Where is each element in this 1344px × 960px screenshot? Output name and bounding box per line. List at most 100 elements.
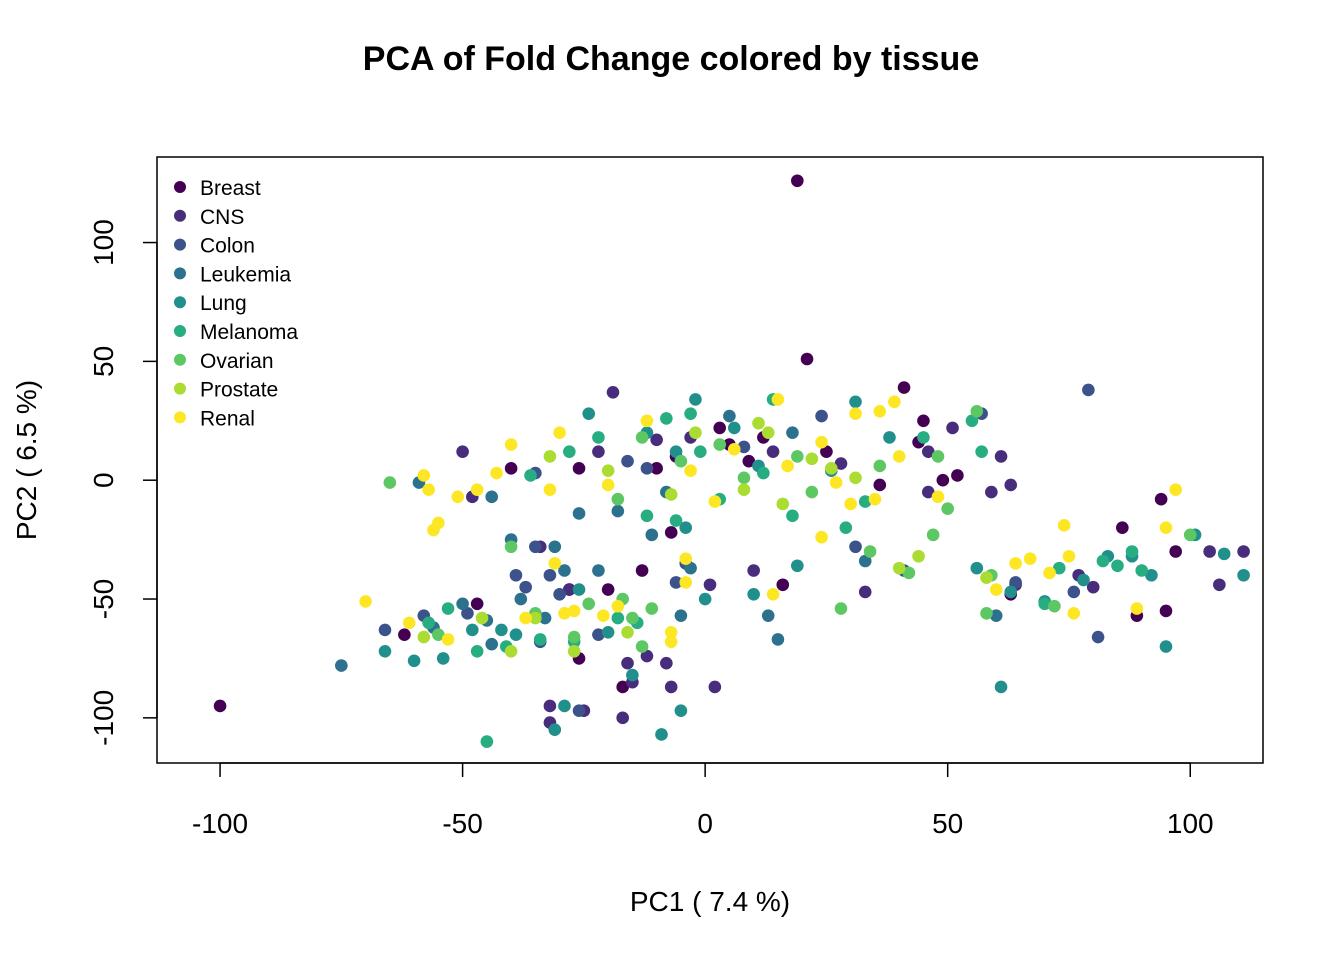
point-melanoma (422, 616, 435, 630)
point-prostate (912, 549, 925, 563)
point-renal (679, 552, 693, 565)
point-melanoma (669, 514, 683, 527)
point-cns (563, 583, 576, 596)
point-cns (606, 385, 620, 399)
point-breast (664, 526, 678, 539)
point-leukemia (592, 564, 605, 577)
point-ovarian (1048, 599, 1061, 613)
point-melanoma (524, 469, 537, 482)
point-renal (727, 443, 741, 456)
point-breast (650, 462, 663, 475)
point-melanoma (470, 645, 484, 658)
point-lung (679, 521, 693, 535)
point-renal (829, 476, 843, 489)
point-renal (558, 606, 571, 620)
point-cns (592, 445, 605, 458)
point-renal (708, 495, 722, 508)
point-renal (417, 469, 431, 482)
point-lung (572, 583, 586, 596)
point-lung (558, 699, 571, 713)
point-melanoma (640, 509, 654, 523)
point-prostate (504, 645, 518, 658)
legend-marker-prostate (174, 382, 186, 395)
point-renal (888, 395, 901, 409)
point-melanoma (1038, 597, 1052, 611)
point-ovarian (791, 450, 804, 463)
point-leukemia (485, 637, 499, 651)
point-renal (441, 633, 455, 646)
point-cns (921, 485, 935, 499)
point-renal (553, 426, 566, 439)
point-breast (616, 680, 629, 694)
point-breast (936, 473, 950, 487)
point-renal (684, 464, 697, 477)
point-cns (1004, 478, 1018, 492)
point-renal (873, 404, 887, 418)
point-prostate (980, 571, 993, 584)
legend-marker-renal (174, 411, 186, 424)
legend-label-colon: Colon (200, 235, 255, 258)
point-renal (519, 611, 532, 625)
point-melanoma (757, 466, 770, 480)
point-lung (1237, 568, 1250, 582)
point-melanoma (441, 602, 455, 615)
point-melanoma (1125, 545, 1139, 558)
chart-title: PCA of Fold Change colored by tissue (363, 40, 979, 78)
point-renal (1159, 521, 1173, 535)
point-cns (621, 656, 634, 670)
legend-label-breast: Breast (200, 177, 261, 200)
point-lung (791, 559, 804, 573)
point-melanoma (965, 414, 979, 428)
point-lung (1145, 568, 1158, 582)
point-breast (713, 421, 727, 435)
point-ovarian (873, 459, 887, 473)
point-ovarian (970, 404, 984, 418)
point-ovarian (611, 492, 625, 506)
point-ovarian (713, 438, 727, 451)
point-cns (640, 649, 654, 663)
x-tick-label: 100 (1167, 808, 1214, 839)
point-renal (567, 604, 581, 618)
point-ovarian (626, 611, 639, 625)
point-ovarian (902, 566, 916, 580)
point-colon (1091, 630, 1105, 644)
point-renal (548, 557, 562, 570)
point-renal (640, 414, 654, 428)
point-breast (800, 352, 814, 366)
point-lung (674, 704, 688, 718)
point-cns (1086, 580, 1100, 594)
point-breast (470, 597, 484, 611)
point-breast (742, 454, 756, 468)
point-breast (873, 478, 887, 492)
x-tick-label: -50 (442, 808, 482, 839)
point-renal (844, 497, 857, 511)
point-leukemia (674, 609, 688, 622)
point-cns (456, 445, 469, 458)
y-axis: -100 -50 0 50 100 (88, 219, 158, 746)
point-colon (1067, 585, 1081, 599)
point-renal (664, 625, 678, 639)
point-melanoma (975, 445, 988, 458)
legend-marker-ovarian (174, 353, 186, 366)
point-breast (213, 699, 227, 713)
point-renal (1169, 483, 1182, 497)
point-leukemia (538, 611, 552, 625)
point-breast (572, 462, 586, 475)
point-leukemia (485, 490, 499, 504)
point-prostate (417, 630, 431, 644)
point-cns (650, 433, 663, 447)
point-renal (931, 490, 945, 504)
point-prostate (601, 464, 615, 477)
point-renal (470, 483, 484, 497)
point-colon (509, 568, 523, 582)
point-melanoma (611, 611, 625, 625)
point-renal (664, 635, 678, 649)
point-colon (378, 623, 392, 637)
point-prostate (761, 426, 775, 439)
point-cns (858, 585, 872, 599)
point-leukemia (684, 561, 697, 575)
point-renal (815, 530, 828, 544)
point-lung (407, 654, 421, 668)
point-ovarian (567, 630, 581, 644)
y-tick-label: -50 (88, 579, 119, 619)
